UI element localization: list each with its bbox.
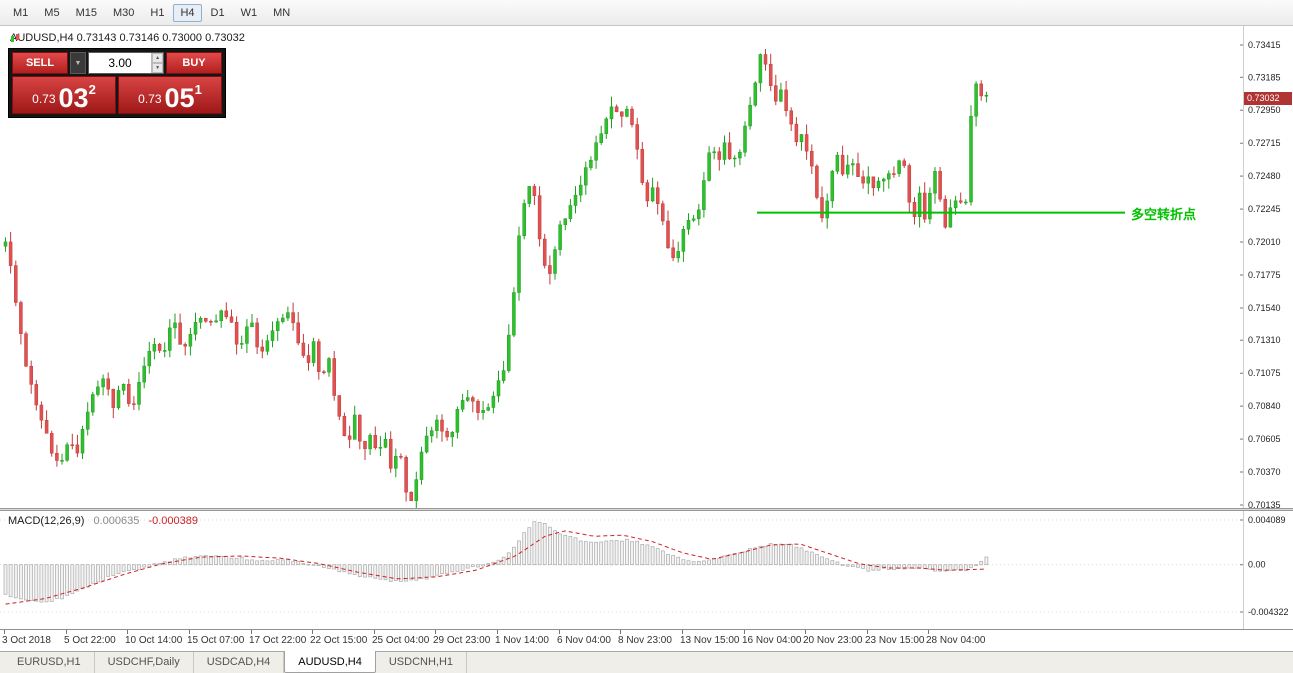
svg-text:0.70605: 0.70605 [1248, 434, 1281, 444]
svg-text:0.70370: 0.70370 [1248, 467, 1281, 477]
svg-text:0.004089: 0.004089 [1248, 515, 1286, 525]
timeframe-button-m5[interactable]: M5 [37, 4, 66, 22]
buy-price-prefix: 0.73 [138, 92, 162, 106]
lot-size-field: ▲ ▼ [88, 52, 164, 74]
current-price-badge: 0.73032 [1244, 92, 1292, 105]
time-axis-label: 5 Oct 22:00 [64, 635, 116, 646]
svg-text:0.72245: 0.72245 [1248, 204, 1281, 214]
timeframe-button-m15[interactable]: M15 [69, 4, 104, 22]
time-axis-tick [682, 630, 683, 634]
time-axis-label: 25 Oct 04:00 [372, 635, 430, 646]
time-axis-tick [127, 630, 128, 634]
timeframe-button-d1[interactable]: D1 [204, 4, 232, 22]
time-axis-tick [189, 630, 190, 634]
sell-price-display[interactable]: 0.73 03 2 [12, 76, 116, 114]
time-axis-tick [497, 630, 498, 634]
timeframe-toolbar: M1 M5 M15 M30 H1 H4 D1 W1 MN [0, 0, 1293, 26]
time-axis-label: 15 Oct 07:00 [187, 635, 245, 646]
time-axis-label: 17 Oct 22:00 [249, 635, 307, 646]
svg-text:0.71075: 0.71075 [1248, 368, 1281, 378]
time-axis-label: 20 Nov 23:00 [803, 635, 863, 646]
timeframe-button-h1[interactable]: H1 [143, 4, 171, 22]
trendline-annotation: 多空转折点 [1131, 207, 1197, 222]
time-axis-label: 6 Nov 04:00 [557, 635, 611, 646]
time-axis-label: 3 Oct 2018 [2, 635, 51, 646]
time-axis-label: 10 Oct 14:00 [125, 635, 183, 646]
time-axis[interactable]: 3 Oct 2018 5 Oct 22:00 10 Oct 14:00 15 Oct … [0, 629, 1293, 651]
time-axis-tick [805, 630, 806, 634]
macd-main-value: 0.000635 [93, 515, 140, 527]
svg-text:0.71775: 0.71775 [1248, 270, 1281, 280]
time-axis-tick [559, 630, 560, 634]
svg-text:0.71540: 0.71540 [1248, 303, 1281, 313]
time-axis-label: 8 Nov 23:00 [618, 635, 672, 646]
time-axis-tick [744, 630, 745, 634]
chart-title-text: AUDUSD,H4 0.73143 0.73146 0.73000 0.7303… [10, 32, 245, 44]
svg-text:0.72950: 0.72950 [1248, 105, 1281, 115]
chart-icon [11, 33, 19, 42]
time-axis-label: 1 Nov 14:00 [495, 635, 549, 646]
svg-text:-0.004322: -0.004322 [1248, 607, 1289, 617]
chart-title: AUDUSD,H4 0.73143 0.73146 0.73000 0.7303… [10, 32, 245, 44]
chart-tab-usdcad-h4[interactable]: USDCAD,H4 [194, 652, 285, 673]
chart-tab-usdcnh-h1[interactable]: USDCNH,H1 [376, 652, 468, 673]
svg-text:0.00: 0.00 [1248, 560, 1266, 570]
time-axis-tick [928, 630, 929, 634]
timeframe-button-m30[interactable]: M30 [106, 4, 141, 22]
buy-price-display[interactable]: 0.73 05 1 [118, 76, 222, 114]
macd-signal-value: -0.000389 [148, 515, 198, 527]
time-axis-tick [435, 630, 436, 634]
time-axis-label: 28 Nov 04:00 [926, 635, 986, 646]
time-axis-tick [4, 630, 5, 634]
timeframe-button-mn[interactable]: MN [266, 4, 297, 22]
time-axis-tick [620, 630, 621, 634]
time-axis-tick [66, 630, 67, 634]
time-axis-label: 29 Oct 23:00 [433, 635, 491, 646]
time-axis-label: 22 Oct 15:00 [310, 635, 368, 646]
macd-header: MACD(12,26,9) 0.000635 -0.000389 [8, 515, 198, 527]
chart-tab-usdchf-daily[interactable]: USDCHF,Daily [95, 652, 194, 673]
lot-size-input[interactable] [89, 53, 152, 73]
macd-indicator-pane[interactable]: 0.004089 0.00 -0.004322 [0, 511, 1293, 629]
svg-text:0.72480: 0.72480 [1248, 171, 1281, 181]
sell-price-big: 03 [58, 82, 89, 113]
macd-label: MACD(12,26,9) [8, 515, 85, 527]
svg-text:0.72715: 0.72715 [1248, 138, 1281, 148]
lot-spinner: ▲ ▼ [151, 53, 163, 73]
svg-text:0.73415: 0.73415 [1248, 40, 1281, 50]
svg-text:0.71310: 0.71310 [1248, 335, 1281, 345]
svg-text:0.70135: 0.70135 [1248, 500, 1281, 508]
timeframe-button-h4[interactable]: H4 [173, 3, 202, 22]
buy-price-sup: 1 [194, 82, 202, 97]
time-axis-tick [867, 630, 868, 634]
lot-decrease-button[interactable]: ▼ [152, 63, 163, 73]
time-axis-tick [251, 630, 252, 634]
buy-price-big: 05 [164, 82, 195, 113]
buy-button[interactable]: BUY [166, 52, 222, 74]
svg-text:0.73185: 0.73185 [1248, 72, 1281, 82]
sell-price-sup: 2 [88, 82, 96, 97]
chart-tab-eurusd-h1[interactable]: EURUSD,H1 [4, 652, 95, 673]
chevron-down-icon[interactable]: ▼ [70, 52, 86, 74]
time-axis-tick [374, 630, 375, 634]
time-axis-label: 16 Nov 04:00 [742, 635, 802, 646]
svg-text:0.70840: 0.70840 [1248, 401, 1281, 411]
lot-increase-button[interactable]: ▲ [152, 53, 163, 63]
chart-tab-audusd-h4[interactable]: AUDUSD,H4 [284, 651, 376, 673]
sell-button[interactable]: SELL [12, 52, 68, 74]
time-axis-label: 13 Nov 15:00 [680, 635, 740, 646]
svg-text:0.72010: 0.72010 [1248, 237, 1281, 247]
pane-splitter[interactable] [0, 508, 1293, 511]
chart-tabbar: EURUSD,H1 USDCHF,Daily USDCAD,H4 AUDUSD,H4 U… [0, 651, 1293, 673]
one-click-trading-panel: SELL ▼ ▲ ▼ BUY 0.73 03 2 0.73 05 1 [8, 48, 226, 118]
timeframe-button-w1[interactable]: W1 [234, 4, 265, 22]
chart-window[interactable]: 0.73415 0.73185 0.72950 0.72715 0.72480 0.722… [0, 26, 1293, 651]
time-axis-label: 23 Nov 15:00 [865, 635, 925, 646]
timeframe-button-m1[interactable]: M1 [6, 4, 35, 22]
time-axis-tick [312, 630, 313, 634]
sell-price-prefix: 0.73 [32, 92, 56, 106]
